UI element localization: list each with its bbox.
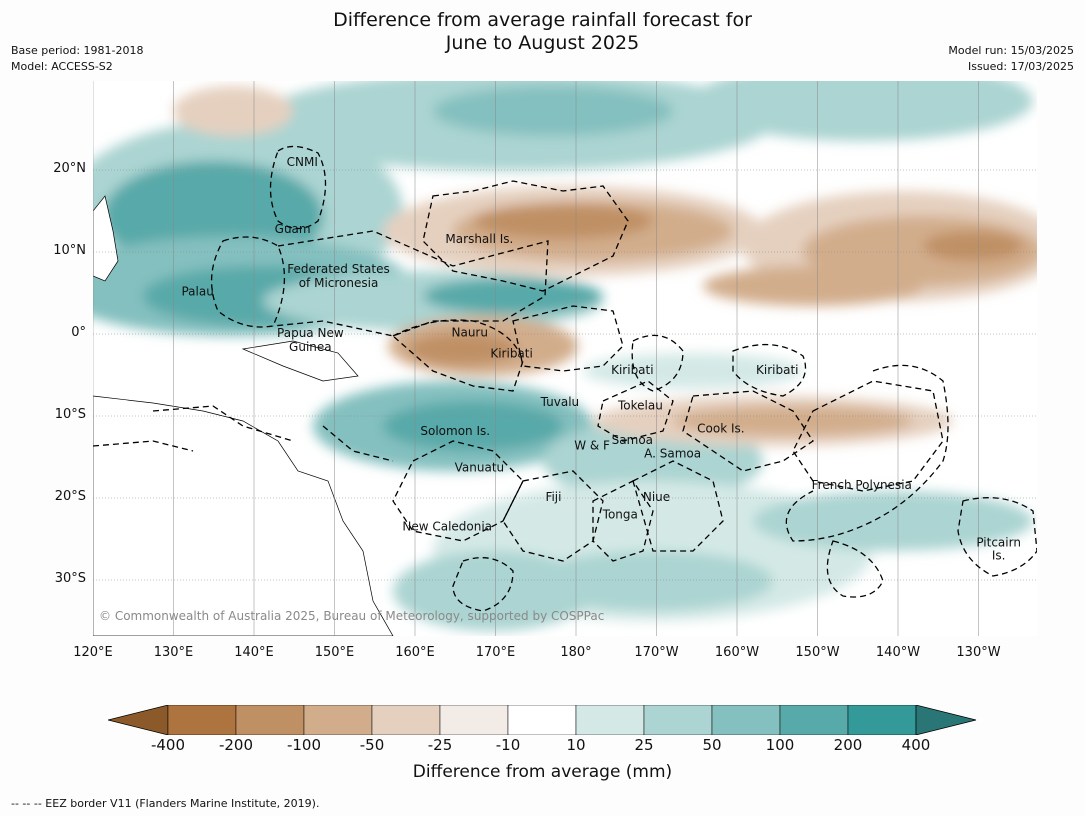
australia-landmass	[93, 395, 394, 636]
colorbar-swatch	[779, 705, 849, 735]
region-label: Marshall Is.	[445, 232, 513, 246]
colorbar-swatch	[439, 705, 509, 735]
colorbar-swatch	[711, 705, 781, 735]
longitude-tick-label: 180°	[560, 645, 592, 660]
region-label: New Caledonia	[402, 520, 492, 534]
latitude-tick-label: 20°N	[53, 161, 86, 176]
colorbar-swatch	[507, 705, 577, 735]
longitude-tick-label: 120°E	[73, 645, 113, 660]
region-label: Federated States	[287, 262, 389, 276]
run-info: Model run: 15/03/2025 Issued: 17/03/2025	[948, 43, 1074, 75]
colorbar-tick-label: 100	[765, 736, 795, 754]
colorbar-swatch	[303, 705, 373, 735]
philippines-landmass	[93, 195, 119, 282]
colorbar-swatch	[371, 705, 441, 735]
colorbar-swatches	[108, 705, 977, 735]
region-label: of Micronesia	[299, 276, 379, 290]
longitude-tick-label: 150°E	[314, 645, 355, 660]
region-label: Guinea	[289, 340, 332, 354]
colorbar-high-extend	[915, 705, 977, 735]
new-guinea-landmass	[241, 340, 359, 382]
model-text: Model: ACCESS-S2	[11, 60, 113, 73]
region-label: Solomon Is.	[420, 424, 490, 438]
region-label: Guam	[275, 222, 311, 236]
colorbar-tick-label: 50	[702, 736, 722, 754]
region-label: Tonga	[602, 507, 638, 521]
colorbar-tick-label: 400	[901, 736, 931, 754]
colorbar-swatch	[235, 705, 305, 735]
chart-title-line2: June to August 2025	[445, 32, 640, 54]
region-label: Palau	[181, 284, 213, 298]
colorbar-swatch	[643, 705, 713, 735]
region-label: Fiji	[545, 490, 561, 504]
colorbar-tick-label: -25	[427, 736, 453, 754]
colorbar-swatch	[847, 705, 917, 735]
colorbar-tick-label: -50	[359, 736, 385, 754]
longitude-tick-label: 160°E	[395, 645, 435, 660]
chart-title-line1: Difference from average rainfall forecas…	[333, 9, 752, 31]
longitude-tick-label: 130°E	[153, 645, 194, 660]
region-label: A. Samoa	[644, 447, 701, 461]
longitude-tick-label: 170°W	[634, 645, 679, 660]
region-label: Samoa	[612, 433, 653, 447]
region-label: French Polynesia	[812, 478, 912, 492]
region-label: Tokelau	[617, 398, 663, 412]
region-label: Nauru	[451, 325, 487, 339]
colorbar-tick-label: -400	[150, 736, 186, 754]
region-label: Kiribati	[490, 347, 532, 361]
colorbar-swatch	[575, 705, 645, 735]
latitude-tick-label: 20°S	[54, 489, 86, 504]
region-label: W & F	[574, 439, 610, 453]
eez-borders	[93, 145, 1037, 612]
copyright-notice: © Commonwealth of Australia 2025, Bureau…	[99, 609, 605, 623]
longitude-tick-label: 150°W	[795, 645, 840, 660]
colorbar-swatch	[167, 705, 237, 735]
region-label: Tuvalu	[540, 395, 580, 409]
colorbar-tick-label: 25	[634, 736, 654, 754]
base-period-text: Base period: 1981-2018	[11, 44, 144, 57]
colorbar	[108, 705, 977, 735]
region-label: CNMI	[287, 155, 318, 169]
colorbar-tick-label: 10	[566, 736, 586, 754]
colorbar-tick-label: 200	[833, 736, 863, 754]
latitude-tick-label: 30°S	[54, 571, 86, 586]
longitude-tick-label: 160°W	[714, 645, 760, 660]
region-label: Pitcairn	[976, 535, 1021, 549]
longitude-tick-label: 140°W	[875, 645, 921, 660]
base-info: Base period: 1981-2018 Model: ACCESS-S2	[11, 43, 143, 75]
region-label: Kiribati	[756, 363, 798, 377]
model-run-text: Model run: 15/03/2025	[948, 44, 1074, 57]
latitude-tick-label: 0°	[71, 325, 86, 340]
region-label: Niue	[643, 490, 670, 504]
longitude-tick-label: 140°E	[234, 645, 274, 660]
longitude-tick-label: 170°E	[475, 645, 516, 660]
region-label: Is.	[992, 548, 1006, 562]
colorbar-title: Difference from average (mm)	[412, 762, 673, 782]
region-label: Cook Is.	[697, 421, 744, 435]
latitude-tick-label: 10°S	[54, 407, 86, 422]
region-label: Vanuatu	[455, 461, 505, 475]
eez-footnote: -- -- -- EEZ border V11 (Flanders Marine…	[11, 797, 320, 810]
colorbar-tick-label: -10	[495, 736, 521, 754]
colorbar-tick-label: -200	[218, 736, 254, 754]
longitude-tick-label: 130°W	[956, 645, 1001, 660]
latitude-tick-label: 10°N	[53, 243, 86, 258]
colorbar-low-extend	[108, 705, 169, 735]
issued-text: Issued: 17/03/2025	[967, 60, 1074, 73]
colorbar-tick-label: -100	[286, 736, 322, 754]
gridlines	[93, 81, 1037, 636]
region-label: Papua New	[277, 326, 344, 340]
region-label: Kiribati	[611, 363, 653, 377]
